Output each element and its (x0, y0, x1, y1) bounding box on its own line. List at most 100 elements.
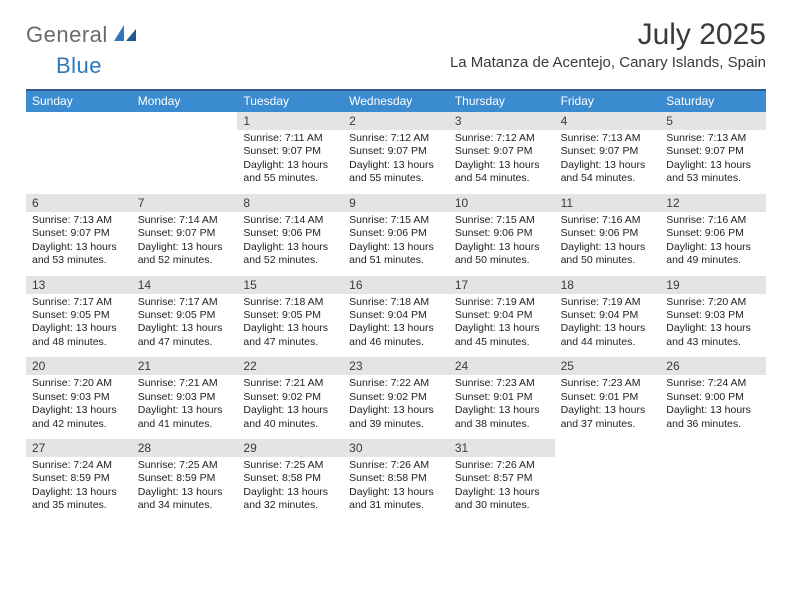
sunrise-text: Sunrise: 7:26 AM (349, 459, 443, 472)
sunset-text: Sunset: 8:59 PM (138, 472, 232, 485)
dow-cell: Sunday (26, 91, 132, 112)
day-number-cell (132, 112, 238, 130)
day-detail-cell: Sunrise: 7:25 AMSunset: 8:58 PMDaylight:… (237, 457, 343, 521)
sunset-text: Sunset: 9:07 PM (349, 145, 443, 158)
day-detail-cell: Sunrise: 7:26 AMSunset: 8:57 PMDaylight:… (449, 457, 555, 521)
day-number-row: 12345 (26, 112, 766, 130)
day-detail-cell: Sunrise: 7:26 AMSunset: 8:58 PMDaylight:… (343, 457, 449, 521)
day-detail-cell: Sunrise: 7:25 AMSunset: 8:59 PMDaylight:… (132, 457, 238, 521)
sunset-text: Sunset: 9:03 PM (32, 391, 126, 404)
daylight-text: Daylight: 13 hours and 43 minutes. (666, 322, 760, 349)
daylight-text: Daylight: 13 hours and 42 minutes. (32, 404, 126, 431)
sunrise-text: Sunrise: 7:18 AM (243, 296, 337, 309)
day-number-cell (660, 439, 766, 457)
daylight-text: Daylight: 13 hours and 44 minutes. (561, 322, 655, 349)
day-number-cell: 10 (449, 194, 555, 212)
day-number-cell: 17 (449, 276, 555, 294)
daylight-text: Daylight: 13 hours and 37 minutes. (561, 404, 655, 431)
day-detail-cell: Sunrise: 7:24 AMSunset: 9:00 PMDaylight:… (660, 375, 766, 439)
sunrise-text: Sunrise: 7:25 AM (243, 459, 337, 472)
day-detail-cell: Sunrise: 7:21 AMSunset: 9:02 PMDaylight:… (237, 375, 343, 439)
sunset-text: Sunset: 8:58 PM (243, 472, 337, 485)
sunrise-text: Sunrise: 7:19 AM (455, 296, 549, 309)
day-number-cell: 1 (237, 112, 343, 130)
sunrise-text: Sunrise: 7:22 AM (349, 377, 443, 390)
day-number-cell: 12 (660, 194, 766, 212)
day-detail-cell (132, 130, 238, 194)
day-detail-cell: Sunrise: 7:19 AMSunset: 9:04 PMDaylight:… (555, 294, 661, 358)
sunset-text: Sunset: 9:05 PM (243, 309, 337, 322)
sunrise-text: Sunrise: 7:25 AM (138, 459, 232, 472)
day-number-cell: 15 (237, 276, 343, 294)
sunset-text: Sunset: 8:59 PM (32, 472, 126, 485)
daylight-text: Daylight: 13 hours and 45 minutes. (455, 322, 549, 349)
day-detail-cell: Sunrise: 7:15 AMSunset: 9:06 PMDaylight:… (449, 212, 555, 276)
day-number-cell: 24 (449, 357, 555, 375)
day-number-cell: 8 (237, 194, 343, 212)
daylight-text: Daylight: 13 hours and 53 minutes. (666, 159, 760, 186)
day-number-cell: 6 (26, 194, 132, 212)
day-detail-cell: Sunrise: 7:17 AMSunset: 9:05 PMDaylight:… (132, 294, 238, 358)
day-detail-cell (660, 457, 766, 521)
day-number-cell: 22 (237, 357, 343, 375)
day-number-cell: 11 (555, 194, 661, 212)
daylight-text: Daylight: 13 hours and 32 minutes. (243, 486, 337, 513)
sunset-text: Sunset: 9:06 PM (666, 227, 760, 240)
daylight-text: Daylight: 13 hours and 52 minutes. (243, 241, 337, 268)
day-detail-cell: Sunrise: 7:11 AMSunset: 9:07 PMDaylight:… (237, 130, 343, 194)
day-number-cell: 14 (132, 276, 238, 294)
day-detail-cell: Sunrise: 7:16 AMSunset: 9:06 PMDaylight:… (660, 212, 766, 276)
day-number-cell: 30 (343, 439, 449, 457)
day-of-week-header: SundayMondayTuesdayWednesdayThursdayFrid… (26, 91, 766, 112)
day-number-row: 2728293031 (26, 439, 766, 457)
day-detail-cell: Sunrise: 7:18 AMSunset: 9:05 PMDaylight:… (237, 294, 343, 358)
sunrise-text: Sunrise: 7:24 AM (666, 377, 760, 390)
sunset-text: Sunset: 9:03 PM (666, 309, 760, 322)
day-detail-cell: Sunrise: 7:13 AMSunset: 9:07 PMDaylight:… (26, 212, 132, 276)
day-number-cell: 31 (449, 439, 555, 457)
daylight-text: Daylight: 13 hours and 50 minutes. (455, 241, 549, 268)
sunset-text: Sunset: 9:05 PM (138, 309, 232, 322)
sunrise-text: Sunrise: 7:12 AM (349, 132, 443, 145)
daylight-text: Daylight: 13 hours and 34 minutes. (138, 486, 232, 513)
daylight-text: Daylight: 13 hours and 52 minutes. (138, 241, 232, 268)
day-number-row: 6789101112 (26, 194, 766, 212)
sunset-text: Sunset: 8:57 PM (455, 472, 549, 485)
day-number-cell (555, 439, 661, 457)
sunrise-text: Sunrise: 7:21 AM (243, 377, 337, 390)
day-detail-cell: Sunrise: 7:12 AMSunset: 9:07 PMDaylight:… (343, 130, 449, 194)
sunset-text: Sunset: 9:04 PM (455, 309, 549, 322)
day-number-cell: 19 (660, 276, 766, 294)
sunset-text: Sunset: 9:07 PM (455, 145, 549, 158)
dow-cell: Monday (132, 91, 238, 112)
sunrise-text: Sunrise: 7:24 AM (32, 459, 126, 472)
sunset-text: Sunset: 9:05 PM (32, 309, 126, 322)
sunset-text: Sunset: 9:06 PM (561, 227, 655, 240)
logo: General (26, 18, 140, 48)
day-detail-row: Sunrise: 7:11 AMSunset: 9:07 PMDaylight:… (26, 130, 766, 194)
day-detail-cell: Sunrise: 7:18 AMSunset: 9:04 PMDaylight:… (343, 294, 449, 358)
weeks-container: 12345Sunrise: 7:11 AMSunset: 9:07 PMDayl… (26, 112, 766, 521)
day-detail-cell: Sunrise: 7:17 AMSunset: 9:05 PMDaylight:… (26, 294, 132, 358)
day-number-cell: 20 (26, 357, 132, 375)
daylight-text: Daylight: 13 hours and 41 minutes. (138, 404, 232, 431)
day-detail-cell: Sunrise: 7:22 AMSunset: 9:02 PMDaylight:… (343, 375, 449, 439)
day-detail-row: Sunrise: 7:20 AMSunset: 9:03 PMDaylight:… (26, 375, 766, 439)
dow-cell: Friday (555, 91, 661, 112)
day-detail-cell: Sunrise: 7:23 AMSunset: 9:01 PMDaylight:… (555, 375, 661, 439)
location-subtitle: La Matanza de Acentejo, Canary Islands, … (450, 54, 766, 71)
day-detail-cell: Sunrise: 7:23 AMSunset: 9:01 PMDaylight:… (449, 375, 555, 439)
day-number-cell: 23 (343, 357, 449, 375)
sunset-text: Sunset: 9:06 PM (243, 227, 337, 240)
sunrise-text: Sunrise: 7:13 AM (561, 132, 655, 145)
sail-icon (112, 23, 138, 48)
day-detail-cell: Sunrise: 7:20 AMSunset: 9:03 PMDaylight:… (660, 294, 766, 358)
sunset-text: Sunset: 9:07 PM (32, 227, 126, 240)
day-detail-cell: Sunrise: 7:14 AMSunset: 9:06 PMDaylight:… (237, 212, 343, 276)
sunset-text: Sunset: 9:04 PM (349, 309, 443, 322)
dow-cell: Wednesday (343, 91, 449, 112)
sunset-text: Sunset: 9:00 PM (666, 391, 760, 404)
sunrise-text: Sunrise: 7:15 AM (455, 214, 549, 227)
day-number-cell: 5 (660, 112, 766, 130)
sunset-text: Sunset: 9:07 PM (138, 227, 232, 240)
